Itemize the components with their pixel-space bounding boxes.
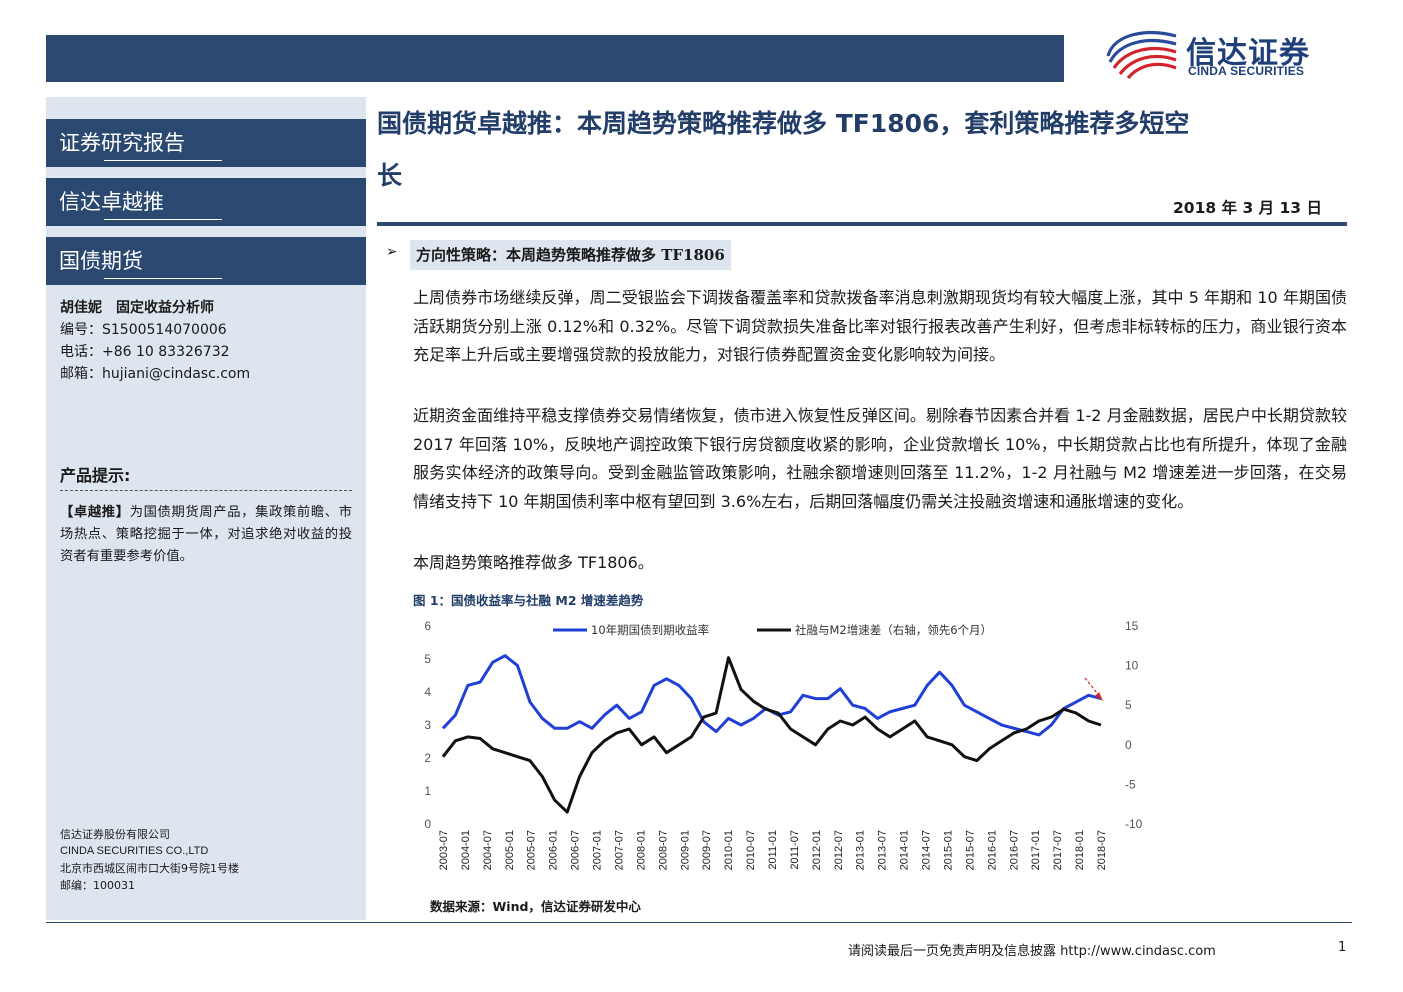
product-hint-title: 产品提示:: [60, 466, 131, 485]
sidebar-section-category: 国债期货: [46, 237, 366, 285]
x-tick-label: 2015-07: [964, 830, 976, 870]
trend-arrowhead-icon: [1095, 692, 1103, 701]
y-right-tick-label: -5: [1125, 777, 1136, 791]
brand-name-cn: 信达证券: [1186, 36, 1310, 71]
bullet-arrow-icon: ➢: [386, 244, 398, 260]
sidebar-divider: [104, 278, 222, 279]
y-left-tick-label: 3: [424, 718, 431, 732]
x-tick-label: 2012-01: [811, 830, 823, 870]
company-name-cn: 信达证券股份有限公司: [60, 828, 170, 841]
report-title-line1: 国债期货卓越推：本周趋势策略推荐做多 TF1806，套利策略推荐多短空: [377, 109, 1190, 138]
sidebar-section-report-type: 证券研究报告: [46, 119, 366, 167]
analyst-email: 邮箱：hujiani@cindasc.com: [60, 366, 251, 382]
legend-label: 社融与M2增速差（右轴，领先6个月）: [795, 623, 992, 637]
body-paragraph: 本周趋势策略推荐做多 TF1806。: [413, 553, 654, 572]
strategy-heading: 方向性策略：本周趋势策略推荐做多 TF1806: [410, 240, 731, 270]
x-tick-label: 2011-01: [767, 830, 779, 870]
y-right-tick-label: 10: [1125, 659, 1139, 673]
y-left-tick-label: 5: [424, 652, 431, 666]
analyst-info: 胡佳妮 固定收益分析师 编号：S1500514070006 电话：+86 10 …: [60, 297, 250, 385]
x-tick-label: 2010-07: [745, 830, 757, 870]
y-left-tick-label: 4: [424, 685, 431, 699]
x-tick-label: 2011-07: [789, 830, 801, 870]
legend-label: 10年期国债到期收益率: [591, 623, 709, 637]
x-tick-label: 2006-07: [570, 830, 582, 870]
x-tick-label: 2005-01: [504, 830, 516, 870]
x-tick-label: 2016-01: [986, 830, 998, 870]
x-tick-label: 2016-07: [1008, 830, 1020, 870]
y-left-tick-label: 0: [424, 817, 431, 831]
report-title-line2: 长: [377, 161, 403, 190]
analyst-name: 胡佳妮 固定收益分析师: [60, 300, 214, 316]
sidebar-divider: [104, 219, 222, 220]
data-source: 数据来源：Wind，信达证券研发中心: [430, 899, 641, 914]
x-tick-label: 2010-01: [723, 830, 735, 870]
footer-disclaimer: 请阅读最后一页免责声明及信息披露 http://www.cindasc.com: [848, 944, 1216, 959]
company-name-en: CINDA SECURITIES CO.,LTD: [60, 845, 209, 857]
x-tick-label: 2013-07: [877, 830, 889, 870]
product-hint-body: 为国债期货周产品，集政策前瞻、市场热点、策略挖掘于一体，对追求绝对收益的投资者有…: [60, 505, 353, 564]
report-title: 国债期货卓越推：本周趋势策略推荐做多 TF1806，套利策略推荐多短空 长: [377, 98, 1357, 202]
y-right-tick-label: 5: [1125, 698, 1132, 712]
x-tick-label: 2008-01: [635, 830, 647, 870]
y-right-tick-label: 0: [1125, 738, 1132, 752]
y-right-tick-label: -10: [1125, 817, 1143, 831]
series-line-0: [441, 654, 1102, 737]
body-paragraph: 近期资金面维持平稳支撑债券交易情绪恢复，债市进入恢复性反弹区间。剔除春节因素合并…: [413, 406, 1347, 511]
sidebar-section-product: 信达卓越推: [46, 178, 366, 226]
x-tick-label: 2003-07: [438, 830, 450, 870]
analyst-id: 编号：S1500514070006: [60, 322, 227, 338]
x-tick-label: 2009-07: [701, 830, 713, 870]
sidebar: 证券研究报告 信达卓越推 国债期货: [46, 97, 366, 920]
x-tick-label: 2013-01: [855, 830, 867, 870]
y-left-tick-label: 2: [424, 751, 431, 765]
body-paragraph: 上周债券市场继续反弹，周二受银监会下调拨备覆盖率和贷款拨备率消息刺激期现货均有较…: [413, 288, 1347, 364]
x-tick-label: 2018-07: [1096, 830, 1108, 870]
page-number: 1: [1338, 940, 1347, 955]
x-tick-label: 2008-07: [657, 830, 669, 870]
x-tick-label: 2018-01: [1074, 830, 1086, 870]
x-tick-label: 2017-07: [1052, 830, 1064, 870]
company-postcode: 邮编：100031: [60, 879, 135, 892]
x-tick-label: 2004-07: [482, 830, 494, 870]
analyst-phone: 电话：+86 10 83326732: [60, 344, 230, 360]
hint-divider: [60, 490, 352, 491]
x-tick-label: 2007-07: [613, 830, 625, 870]
brand-logo: 信达证券 CINDA SECURITIES: [1102, 26, 1352, 80]
product-hint-text: 【卓越推】为国债期货周产品，集政策前瞻、市场热点、策略挖掘于一体，对追求绝对收益…: [60, 502, 352, 568]
y-left-tick-label: 1: [424, 784, 431, 798]
title-rule: [377, 222, 1347, 226]
x-tick-label: 2009-01: [679, 830, 691, 870]
x-tick-label: 2005-07: [526, 830, 538, 870]
company-address: 北京市西城区闹市口大街9号院1号楼: [60, 862, 239, 875]
sidebar-divider: [104, 160, 222, 161]
footer-rule: [46, 922, 1352, 923]
figure-caption: 图 1：国债收益率与社融 M2 增速差趋势: [413, 593, 644, 608]
series-line-1: [441, 656, 1102, 814]
company-info: 信达证券股份有限公司 CINDA SECURITIES CO.,LTD 北京市西…: [60, 826, 239, 894]
y-right-tick-label: 15: [1125, 619, 1139, 633]
x-tick-label: 2014-01: [899, 830, 911, 870]
header-bar: [46, 35, 1064, 82]
x-tick-label: 2015-01: [942, 830, 954, 870]
brand-name-en: CINDA SECURITIES: [1188, 64, 1305, 78]
x-tick-label: 2012-07: [833, 830, 845, 870]
product-hint-label: 【卓越推】: [60, 505, 130, 520]
x-tick-label: 2006-01: [548, 830, 560, 870]
cinda-logo-icon: [1106, 31, 1177, 80]
x-tick-label: 2007-01: [592, 830, 604, 870]
x-tick-label: 2014-07: [921, 830, 933, 870]
x-tick-label: 2004-01: [460, 830, 472, 870]
report-date: 2018 年 3 月 13 日: [1173, 199, 1322, 217]
x-tick-label: 2017-01: [1030, 830, 1042, 870]
y-left-tick-label: 6: [424, 619, 431, 633]
